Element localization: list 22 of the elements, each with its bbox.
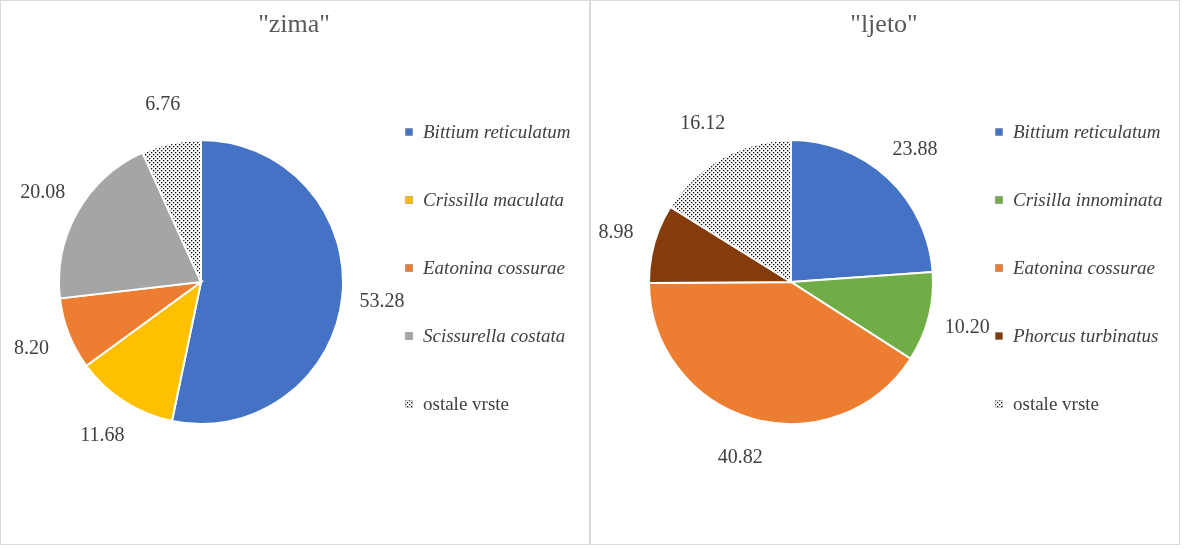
legend-label: ostale vrste (423, 393, 510, 414)
legend-label: Crisilla innominata (1013, 189, 1163, 210)
data-label: 20.08 (20, 180, 66, 203)
legend-label: Eatonina cossurae (1012, 257, 1155, 278)
legend-label: Eatonina cossurae (422, 257, 565, 278)
data-label: 6.76 (145, 92, 181, 115)
legend-label: Bittium reticulatum (423, 121, 571, 142)
chart-title: "ljeto" (850, 9, 918, 38)
data-label: 23.88 (892, 136, 938, 159)
chart-title: "zima" (258, 9, 330, 38)
legend-label: Phorcus turbinatus (1012, 325, 1159, 346)
legend-label: Scissurella costata (423, 325, 566, 346)
data-label: 16.12 (680, 110, 726, 133)
data-label: 8.20 (14, 336, 50, 359)
data-label: 11.68 (80, 422, 125, 445)
legend-label: Crissilla maculata (423, 189, 564, 210)
data-label: 53.28 (359, 288, 405, 311)
data-label: 10.20 (944, 315, 990, 338)
data-label: 8.98 (598, 220, 634, 243)
data-label: 40.82 (717, 444, 763, 467)
legend-label: ostale vrste (1013, 393, 1100, 414)
legend-label: Bittium reticulatum (1013, 121, 1161, 142)
